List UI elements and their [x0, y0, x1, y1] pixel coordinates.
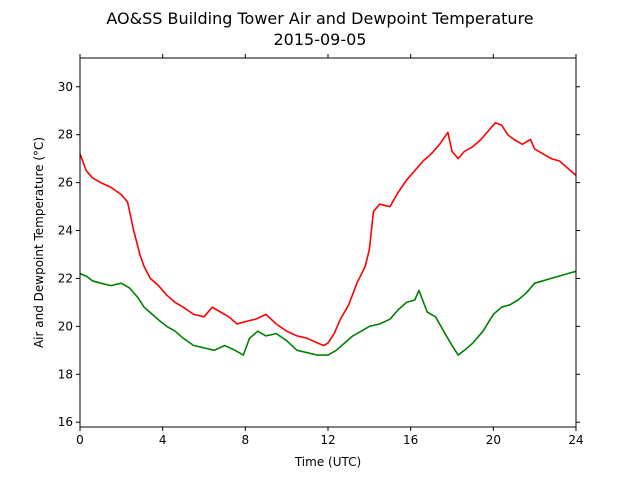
y-tick-label: 20 — [58, 319, 73, 333]
series-line-1 — [79, 270, 577, 356]
series-line-0 — [79, 121, 577, 347]
chart-title: AO&SS Building Tower Air and Dewpoint Te… — [106, 9, 533, 28]
axis-ticks: 0 4 8 12 16 20 24 16 18 20 22 24 26 28 30 — [58, 54, 584, 447]
plot-lines — [79, 121, 577, 356]
x-tick-label: 20 — [486, 433, 501, 447]
y-tick-label: 18 — [58, 367, 73, 381]
x-tick-label: 24 — [568, 433, 583, 447]
y-tick-label: 28 — [58, 128, 73, 142]
y-tick-label: 24 — [58, 224, 73, 238]
x-tick-label: 4 — [159, 433, 167, 447]
y-tick-label: 22 — [58, 271, 73, 285]
chart-subtitle: 2015-09-05 — [274, 30, 367, 49]
x-tick-label: 0 — [76, 433, 84, 447]
x-tick-label: 16 — [403, 433, 418, 447]
x-tick-label: 12 — [320, 433, 335, 447]
x-tick-label: 8 — [242, 433, 250, 447]
plot-frame — [79, 57, 577, 428]
y-tick-label: 16 — [58, 415, 73, 429]
y-tick-label: 26 — [58, 176, 73, 190]
y-axis-label: Air and Dewpoint Temperature (°C) — [32, 137, 46, 348]
x-axis-label: Time (UTC) — [294, 455, 361, 469]
y-tick-label: 30 — [58, 80, 73, 94]
